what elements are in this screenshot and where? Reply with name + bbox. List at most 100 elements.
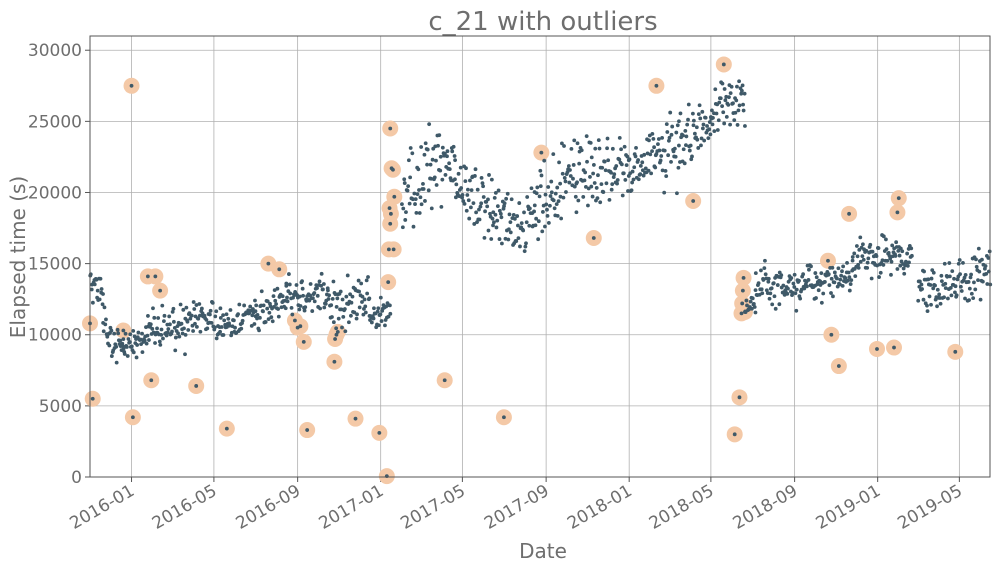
- data-point: [748, 299, 753, 304]
- data-point: [131, 350, 136, 355]
- data-point: [267, 310, 272, 315]
- data-point: [447, 161, 452, 166]
- data-point: [524, 220, 529, 225]
- data-point: [649, 171, 654, 176]
- data-point: [308, 293, 313, 298]
- data-point: [905, 251, 910, 256]
- data-point: [888, 256, 893, 261]
- data-point: [722, 87, 727, 91]
- data-point: [890, 243, 895, 248]
- data-point: [927, 294, 932, 299]
- data-point: [822, 279, 827, 284]
- data-point: [900, 249, 905, 254]
- data-point: [107, 343, 112, 348]
- outlier-point: [335, 329, 340, 334]
- data-point: [763, 258, 767, 263]
- data-point: [101, 292, 105, 296]
- data-point: [191, 300, 196, 304]
- data-point: [697, 103, 702, 108]
- data-point: [922, 269, 926, 274]
- data-point: [686, 117, 690, 122]
- data-point: [364, 278, 369, 283]
- data-point: [540, 229, 545, 234]
- outlier-point: [875, 347, 879, 351]
- data-point: [497, 237, 502, 241]
- data-point: [156, 316, 161, 320]
- data-point: [664, 122, 669, 127]
- data-point: [466, 187, 470, 192]
- data-point: [596, 138, 601, 143]
- data-point: [954, 293, 959, 298]
- data-point: [430, 157, 435, 162]
- data-point: [845, 278, 850, 283]
- data-point: [354, 316, 359, 321]
- data-point: [706, 136, 711, 141]
- data-point: [331, 279, 336, 284]
- data-point: [953, 284, 958, 289]
- data-point: [929, 276, 934, 281]
- data-point: [744, 298, 749, 303]
- data-point: [933, 283, 937, 288]
- data-point: [791, 281, 796, 286]
- data-point: [909, 246, 914, 251]
- data-point: [218, 315, 223, 320]
- data-point: [766, 279, 771, 284]
- data-point: [814, 275, 819, 280]
- data-point: [376, 306, 381, 311]
- data-point: [554, 202, 559, 207]
- data-point: [751, 301, 756, 306]
- data-point: [647, 138, 651, 143]
- data-point: [620, 193, 625, 198]
- data-point: [601, 190, 606, 194]
- data-point: [310, 309, 315, 313]
- chart-title: c_21 with outliers: [428, 7, 657, 37]
- data-point: [290, 312, 295, 317]
- data-point: [958, 272, 962, 277]
- data-point: [423, 199, 427, 203]
- data-point: [481, 195, 486, 199]
- data-point: [416, 167, 421, 172]
- data-point: [684, 134, 689, 139]
- data-point: [735, 123, 740, 127]
- data-point: [338, 289, 343, 294]
- data-point: [976, 278, 980, 283]
- data-point: [437, 133, 442, 138]
- data-point: [963, 272, 968, 277]
- data-point: [973, 287, 978, 292]
- data-point: [329, 303, 334, 308]
- data-point: [579, 148, 584, 153]
- data-point: [284, 283, 289, 288]
- data-point: [121, 346, 126, 351]
- data-point: [877, 275, 881, 279]
- data-point: [440, 145, 445, 150]
- data-point: [155, 326, 159, 331]
- data-point: [609, 187, 614, 192]
- data-point: [518, 244, 522, 249]
- data-point: [563, 179, 568, 184]
- data-point: [737, 79, 741, 84]
- data-point: [946, 296, 950, 301]
- outlier-point: [266, 261, 271, 266]
- data-point: [345, 273, 350, 278]
- data-point: [308, 282, 313, 286]
- data-point: [925, 309, 930, 313]
- data-point: [623, 178, 628, 182]
- data-point: [194, 303, 199, 307]
- data-point: [741, 102, 745, 107]
- data-point: [950, 269, 955, 274]
- data-point: [131, 328, 136, 333]
- data-point: [642, 152, 647, 157]
- data-point: [632, 165, 637, 170]
- data-point: [897, 253, 902, 258]
- x-tick-label: 2017-05: [397, 481, 469, 534]
- data-point: [99, 287, 104, 291]
- data-point: [388, 303, 392, 308]
- data-point: [369, 320, 374, 325]
- x-tick-label: 2018-09: [730, 481, 802, 534]
- data-point: [847, 288, 852, 293]
- data-point: [556, 199, 561, 204]
- data-point: [709, 108, 714, 113]
- data-point: [983, 264, 988, 268]
- data-point: [152, 315, 157, 320]
- data-point: [889, 272, 893, 277]
